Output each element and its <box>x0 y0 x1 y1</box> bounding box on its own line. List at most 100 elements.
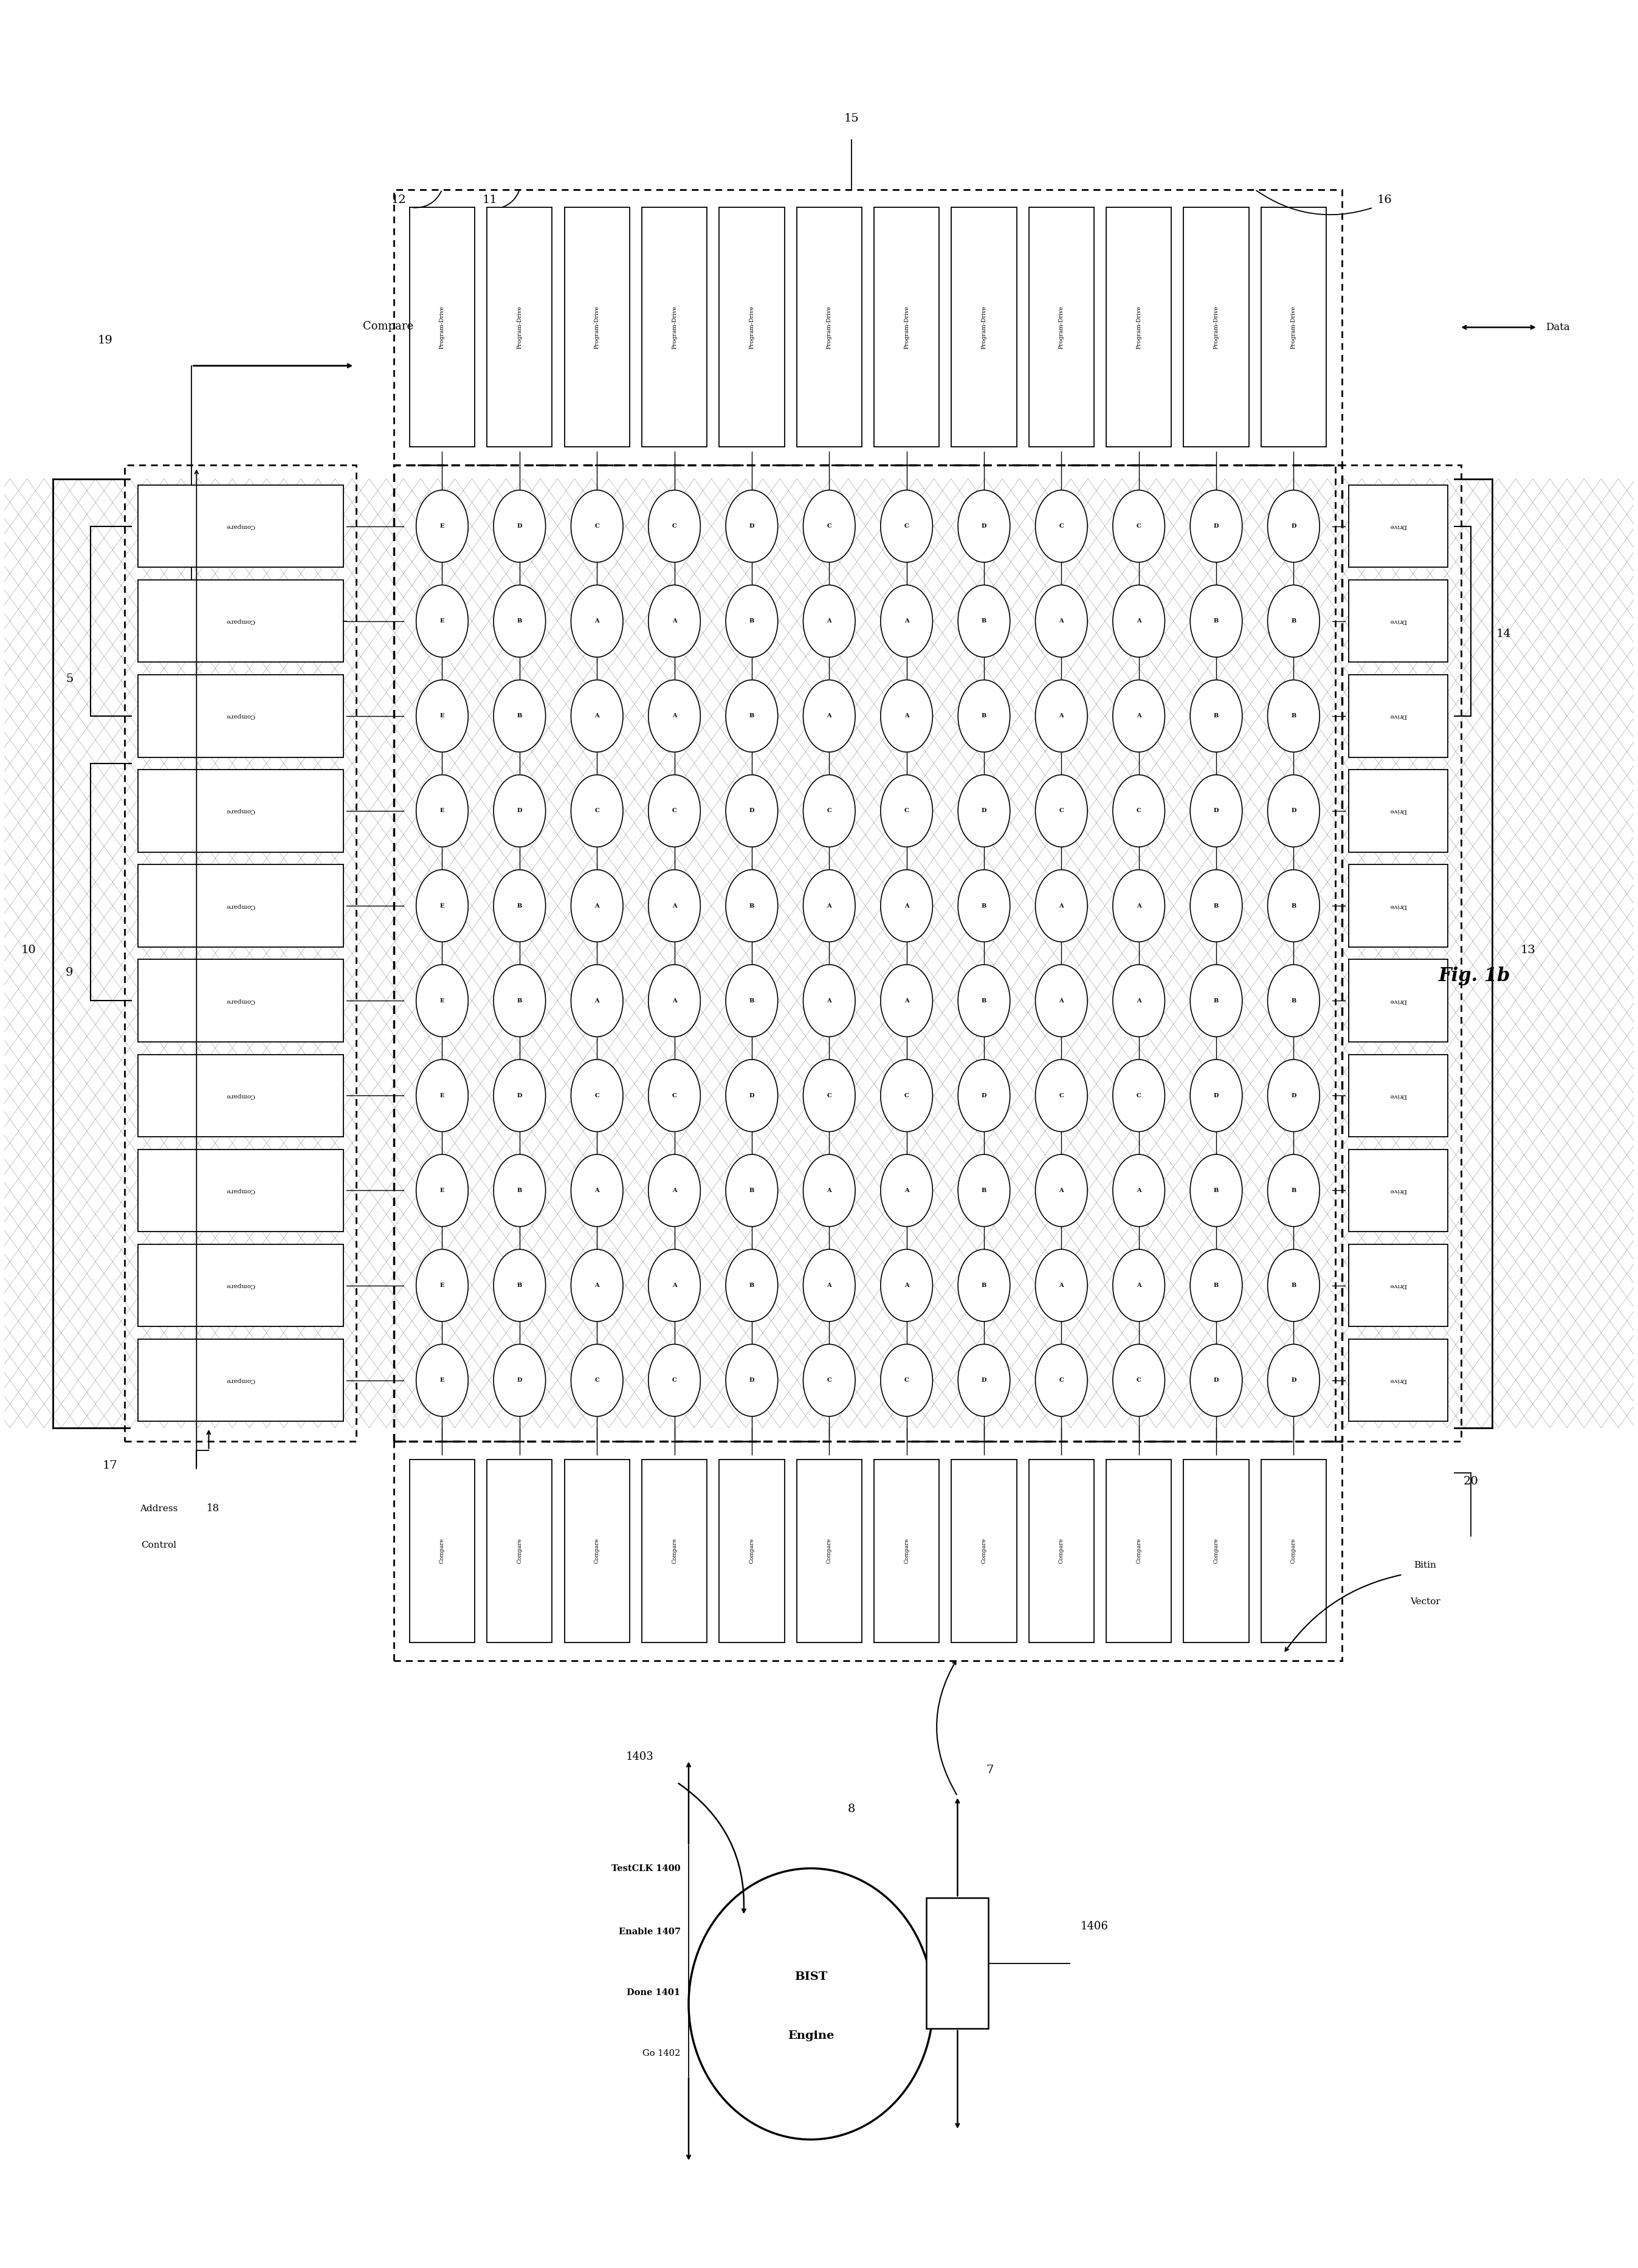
FancyBboxPatch shape <box>1348 959 1448 1041</box>
Text: Control: Control <box>141 1540 177 1549</box>
Text: C: C <box>1060 807 1063 814</box>
Text: A: A <box>1137 619 1142 624</box>
FancyBboxPatch shape <box>1348 1245 1448 1327</box>
Circle shape <box>1191 1345 1242 1415</box>
Text: 17: 17 <box>103 1461 118 1472</box>
Circle shape <box>416 680 468 753</box>
FancyBboxPatch shape <box>642 1458 708 1642</box>
Text: A: A <box>904 619 909 624</box>
Circle shape <box>726 1345 778 1415</box>
Circle shape <box>572 585 622 658</box>
Circle shape <box>958 869 1011 941</box>
Circle shape <box>881 1345 932 1415</box>
Text: A: A <box>672 998 676 1002</box>
Text: E: E <box>441 1284 444 1288</box>
Circle shape <box>572 869 622 941</box>
Text: Compare: Compare <box>1214 1538 1219 1563</box>
Text: Compare: Compare <box>518 1538 523 1563</box>
Text: B: B <box>1214 1284 1219 1288</box>
Text: C: C <box>1137 524 1142 528</box>
Text: Compare: Compare <box>1058 1538 1065 1563</box>
Text: D: D <box>518 524 523 528</box>
Text: B: B <box>981 712 986 719</box>
Circle shape <box>803 1154 855 1227</box>
Text: Program-Drive: Program-Drive <box>749 306 755 349</box>
Text: B: B <box>1214 619 1219 624</box>
Text: Program-Drive: Program-Drive <box>904 306 909 349</box>
Circle shape <box>572 776 622 846</box>
Text: E: E <box>441 524 444 528</box>
Circle shape <box>726 776 778 846</box>
Circle shape <box>1191 1250 1242 1322</box>
Text: C: C <box>1137 807 1142 814</box>
Circle shape <box>803 490 855 562</box>
FancyBboxPatch shape <box>138 1338 344 1422</box>
Circle shape <box>726 490 778 562</box>
Circle shape <box>1035 490 1088 562</box>
Circle shape <box>1112 1250 1165 1322</box>
FancyBboxPatch shape <box>138 485 344 567</box>
Circle shape <box>1035 1154 1088 1227</box>
Text: B: B <box>1291 1284 1296 1288</box>
Text: Drive: Drive <box>1389 1377 1407 1383</box>
Circle shape <box>1112 776 1165 846</box>
Text: B: B <box>1291 619 1296 624</box>
FancyBboxPatch shape <box>642 209 708 447</box>
Circle shape <box>1112 1345 1165 1415</box>
Text: D: D <box>981 1093 986 1098</box>
Text: A: A <box>595 1188 600 1193</box>
Text: B: B <box>749 712 753 719</box>
Circle shape <box>881 680 932 753</box>
Text: Compare: Compare <box>226 1093 256 1098</box>
Circle shape <box>958 1250 1011 1322</box>
Text: 12: 12 <box>391 195 406 206</box>
Circle shape <box>416 1345 468 1415</box>
FancyBboxPatch shape <box>1348 769 1448 853</box>
Circle shape <box>958 680 1011 753</box>
FancyBboxPatch shape <box>138 864 344 948</box>
Text: D: D <box>981 524 986 528</box>
Text: Compare: Compare <box>981 1538 986 1563</box>
Circle shape <box>881 776 932 846</box>
Text: E: E <box>441 712 444 719</box>
Text: Drive: Drive <box>1389 1188 1407 1193</box>
Circle shape <box>493 1250 545 1322</box>
Circle shape <box>726 585 778 658</box>
Circle shape <box>572 680 622 753</box>
Circle shape <box>1112 585 1165 658</box>
Text: BIST: BIST <box>794 1971 827 1982</box>
Text: Compare: Compare <box>226 998 256 1002</box>
Circle shape <box>493 680 545 753</box>
Text: Drive: Drive <box>1389 1093 1407 1098</box>
Circle shape <box>1268 490 1320 562</box>
FancyBboxPatch shape <box>1348 581 1448 662</box>
Circle shape <box>726 1154 778 1227</box>
Circle shape <box>958 1154 1011 1227</box>
Circle shape <box>416 1250 468 1322</box>
Circle shape <box>416 869 468 941</box>
Text: 5: 5 <box>66 674 74 685</box>
FancyBboxPatch shape <box>719 1458 785 1642</box>
Circle shape <box>416 490 468 562</box>
FancyBboxPatch shape <box>875 1458 939 1642</box>
Text: A: A <box>595 712 600 719</box>
Circle shape <box>572 1345 622 1415</box>
Text: B: B <box>1291 903 1296 909</box>
Text: Program-Drive: Program-Drive <box>1137 306 1142 349</box>
Circle shape <box>1268 1154 1320 1227</box>
FancyBboxPatch shape <box>1106 1458 1171 1642</box>
Circle shape <box>881 869 932 941</box>
FancyBboxPatch shape <box>927 1898 988 2030</box>
Circle shape <box>881 1059 932 1132</box>
Text: B: B <box>518 998 523 1002</box>
Text: B: B <box>1214 712 1219 719</box>
FancyBboxPatch shape <box>1184 209 1248 447</box>
Circle shape <box>493 964 545 1036</box>
Text: B: B <box>749 1284 753 1288</box>
Text: C: C <box>827 524 832 528</box>
Text: B: B <box>981 998 986 1002</box>
FancyBboxPatch shape <box>138 1245 344 1327</box>
Text: Compare: Compare <box>749 1538 755 1563</box>
Text: 10: 10 <box>21 946 36 955</box>
Circle shape <box>493 869 545 941</box>
